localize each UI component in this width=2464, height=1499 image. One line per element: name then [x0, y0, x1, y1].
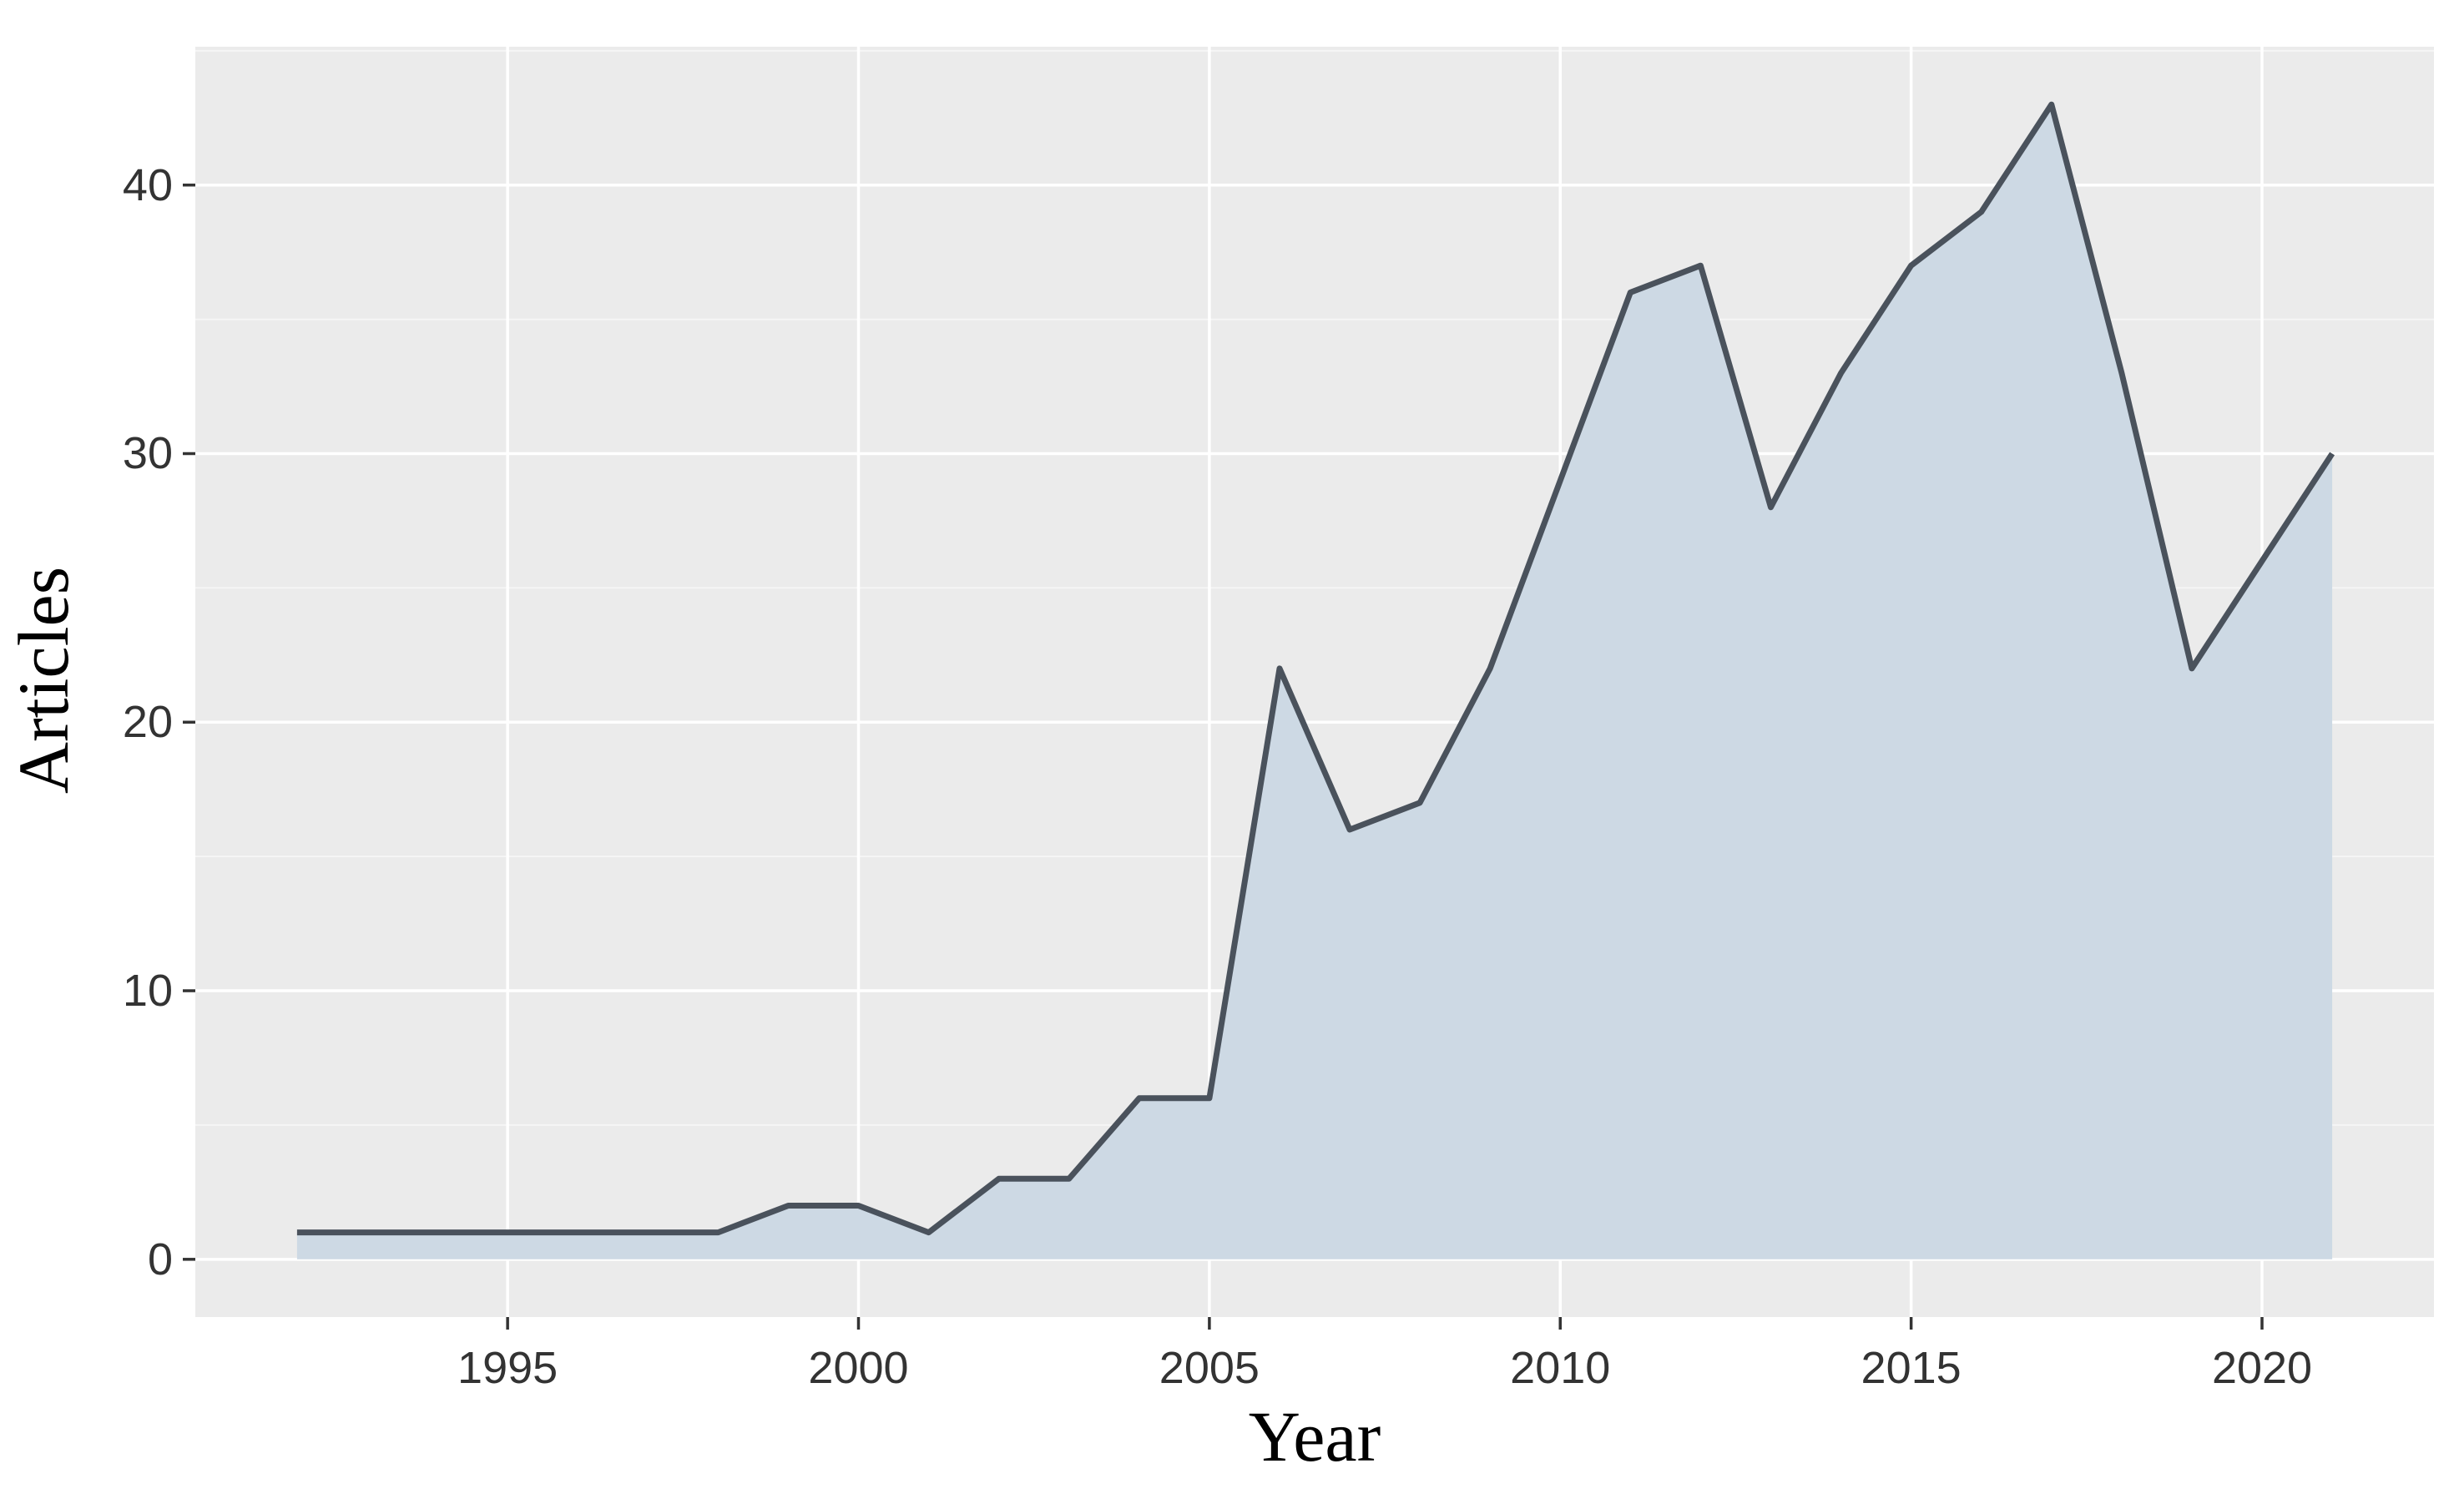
x-tick-label-2010: 2010 — [1510, 1343, 1611, 1393]
x-tick-label-2000: 2000 — [808, 1343, 909, 1393]
y-tick-label-10: 10 — [122, 966, 173, 1017]
x-axis-title: Year — [1248, 1396, 1381, 1476]
x-tick-label-2020: 2020 — [2211, 1343, 2313, 1393]
x-tick-label-2005: 2005 — [1159, 1343, 1260, 1393]
data-line — [296, 101, 2335, 1236]
y-tick-label-40: 40 — [122, 159, 173, 210]
x-tick-label-2015: 2015 — [1861, 1343, 1962, 1393]
y-axis-title: Articles — [3, 566, 83, 795]
y-tick-label-30: 30 — [122, 428, 173, 479]
y-tick-label-0: 0 — [147, 1234, 173, 1284]
area-fill — [296, 104, 2333, 1259]
y-tick-label-20: 20 — [122, 697, 173, 748]
x-tick-label-1995: 1995 — [457, 1343, 558, 1393]
